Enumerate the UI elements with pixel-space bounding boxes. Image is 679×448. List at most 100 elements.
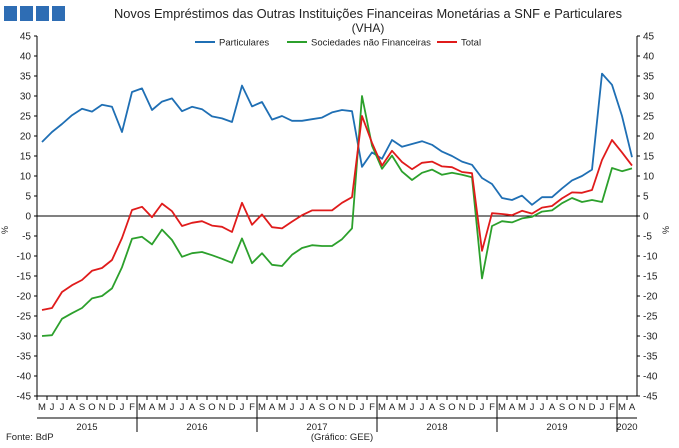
x-month-label: A	[309, 402, 316, 413]
x-month-label: M	[398, 402, 406, 413]
x-month-label: F	[129, 402, 135, 413]
x-month-label: J	[480, 402, 485, 413]
x-month-label: N	[99, 402, 106, 413]
x-month-label: D	[469, 402, 476, 413]
y-tick-label-left: 20	[20, 132, 32, 143]
x-month-label: A	[629, 402, 636, 413]
y-tick-label-left: -40	[17, 372, 32, 383]
y-tick-label-left: -15	[17, 272, 32, 283]
x-year-label: 2015	[76, 422, 97, 433]
x-month-label: S	[199, 402, 205, 413]
y-tick-label-right: -40	[643, 372, 658, 383]
x-month-label: A	[269, 402, 276, 413]
x-month-label: A	[189, 402, 196, 413]
y-tick-label-left: 5	[25, 192, 31, 203]
x-month-label: F	[489, 402, 495, 413]
y-tick-label-right: -30	[643, 332, 658, 343]
x-month-label: M	[378, 402, 386, 413]
y-tick-label-right: -35	[643, 352, 658, 363]
x-month-label: F	[249, 402, 255, 413]
x-month-label: J	[600, 402, 605, 413]
x-month-label: J	[170, 402, 175, 413]
x-month-label: A	[149, 402, 156, 413]
y-tick-label-left: 40	[20, 52, 32, 63]
y-tick-label-left: -30	[17, 332, 32, 343]
y-tick-label-right: 40	[643, 52, 655, 63]
y-tick-label-left: -20	[17, 292, 32, 303]
x-month-label: J	[60, 402, 65, 413]
x-month-label: S	[319, 402, 325, 413]
chart-credit: (Gráfico: GEE)	[311, 432, 373, 443]
x-month-label: M	[498, 402, 506, 413]
y-tick-label-left: 30	[20, 92, 32, 103]
y-tick-label-left: 45	[20, 32, 32, 43]
y-tick-label-right: 5	[643, 192, 649, 203]
x-month-label: J	[410, 402, 415, 413]
x-month-label: J	[540, 402, 545, 413]
chart-legend: Particulares Sociedades não Financeiras To…	[195, 38, 481, 49]
y-tick-label-right: 15	[643, 152, 655, 163]
x-month-label: D	[349, 402, 356, 413]
x-month-label: O	[448, 402, 455, 413]
x-month-label: O	[328, 402, 335, 413]
y-tick-label-left: 25	[20, 112, 32, 123]
x-month-label: A	[389, 402, 396, 413]
y-tick-label-right: 20	[643, 132, 655, 143]
chart-title: Novos Empréstimos das Outras Instituiçõe…	[114, 7, 622, 21]
legend-label: Sociedades não Financeiras	[311, 38, 431, 49]
x-month-label: M	[138, 402, 146, 413]
x-month-label: J	[420, 402, 425, 413]
x-month-label: N	[339, 402, 346, 413]
x-month-label: A	[509, 402, 516, 413]
x-month-label: M	[158, 402, 166, 413]
y-tick-label-right: -5	[643, 232, 652, 243]
x-month-label: J	[240, 402, 245, 413]
x-month-label: J	[120, 402, 125, 413]
x-month-label: N	[459, 402, 466, 413]
y-tick-label-right: -25	[643, 312, 658, 323]
y-tick-label-left: -5	[22, 232, 31, 243]
x-month-label: O	[88, 402, 95, 413]
source-note: Fonte: BdP	[6, 432, 54, 443]
x-month-label: F	[609, 402, 615, 413]
x-month-label: O	[568, 402, 575, 413]
y-tick-label-left: -35	[17, 352, 32, 363]
x-year-label: 2017	[306, 422, 327, 433]
y-tick-label-right: 25	[643, 112, 655, 123]
y-tick-label-right: -10	[643, 252, 658, 263]
series-line-0	[41, 72, 633, 206]
x-month-label: S	[79, 402, 85, 413]
y-tick-label-left: 15	[20, 152, 32, 163]
x-month-label: F	[369, 402, 375, 413]
x-year-label: 2018	[426, 422, 447, 433]
x-month-label: N	[219, 402, 226, 413]
y-tick-label-right: 30	[643, 92, 655, 103]
x-month-label: D	[109, 402, 116, 413]
y-tick-label-left: -45	[17, 392, 32, 403]
series-line-2	[41, 115, 633, 311]
y-tick-label-right: -20	[643, 292, 658, 303]
y-tick-label-right: -45	[643, 392, 658, 403]
x-month-label: S	[439, 402, 445, 413]
x-month-label: M	[518, 402, 526, 413]
x-month-label: J	[300, 402, 305, 413]
legend-label: Particulares	[219, 38, 269, 49]
y-tick-label-right: 0	[643, 212, 649, 223]
x-month-label: O	[208, 402, 215, 413]
y-tick-label-right: -15	[643, 272, 658, 283]
y-axis-label-right: %	[661, 226, 671, 234]
logo-icon	[4, 6, 65, 21]
x-month-label: J	[530, 402, 535, 413]
gee-logo	[4, 6, 66, 27]
legend-label: Total	[461, 38, 481, 49]
x-month-label: M	[258, 402, 266, 413]
x-month-label: A	[69, 402, 76, 413]
x-month-label: S	[559, 402, 565, 413]
y-tick-label-left: 10	[20, 172, 32, 183]
x-year-label: 2016	[186, 422, 207, 433]
x-year-label: 2019	[546, 422, 567, 433]
y-tick-label-right: 35	[643, 72, 655, 83]
y-axis-label-left: %	[0, 226, 10, 234]
x-month-label: N	[579, 402, 586, 413]
